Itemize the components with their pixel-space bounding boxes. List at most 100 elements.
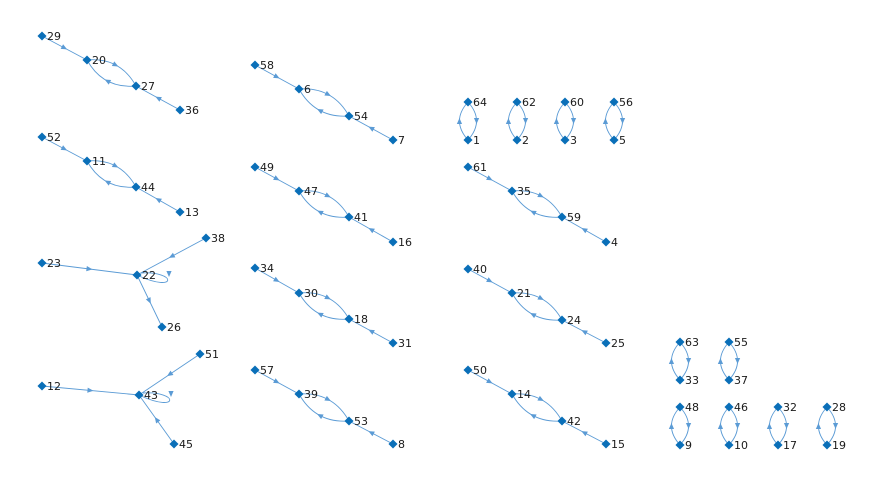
- edge-43-to-43: [140, 391, 174, 403]
- arrowhead-15-42: [581, 431, 588, 437]
- node-label-32: 32: [783, 401, 797, 414]
- arrowhead-24-21: [530, 312, 537, 319]
- node-marker-12: [37, 381, 47, 391]
- edge-5-to-56: [602, 101, 615, 141]
- node-label-24: 24: [567, 314, 581, 327]
- node-label-42: 42: [567, 415, 581, 428]
- arrowhead-29-20: [60, 44, 68, 50]
- node-23: 23: [37, 257, 61, 270]
- node-marker-30: [294, 288, 304, 298]
- node-42: 42: [557, 415, 581, 428]
- node-marker-15: [601, 439, 611, 449]
- node-marker-29: [37, 31, 47, 41]
- node-19: 19: [822, 439, 846, 452]
- arrowhead-14-42: [537, 395, 544, 402]
- node-18: 18: [344, 313, 368, 326]
- node-20: 20: [82, 54, 106, 67]
- arrowhead-39-53: [324, 395, 331, 402]
- edge-6-to-54: [298, 88, 350, 117]
- arrowhead-19-28: [815, 423, 822, 429]
- node-57: 57: [250, 364, 274, 377]
- node-label-49: 49: [260, 161, 274, 174]
- node-label-53: 53: [354, 415, 368, 428]
- arrowhead-17-32: [766, 423, 773, 429]
- node-label-47: 47: [304, 185, 318, 198]
- edge-17-to-32: [766, 406, 779, 446]
- arrowhead-31-18: [368, 329, 375, 335]
- node-label-33: 33: [685, 374, 699, 387]
- node-label-55: 55: [734, 336, 748, 349]
- node-marker-4: [601, 237, 611, 247]
- node-label-23: 23: [47, 257, 61, 270]
- node-label-12: 12: [47, 380, 61, 393]
- node-34: 34: [250, 262, 274, 275]
- arrowhead-51-43: [167, 370, 174, 377]
- node-label-17: 17: [783, 439, 797, 452]
- edge-39-to-53: [298, 393, 350, 422]
- arrowhead-63-33: [685, 358, 692, 364]
- arrowhead-41-47: [317, 210, 324, 216]
- node-label-59: 59: [567, 211, 581, 224]
- node-label-26: 26: [167, 321, 181, 334]
- node-marker-50: [463, 365, 473, 375]
- node-marker-64: [463, 97, 473, 107]
- edge-3-to-60: [553, 101, 566, 141]
- node-marker-44: [131, 182, 141, 192]
- node-58: 58: [250, 59, 274, 72]
- node-label-61: 61: [473, 161, 487, 174]
- node-15: 15: [601, 438, 625, 451]
- arrowhead-11-44: [111, 162, 119, 168]
- edge-9-to-48: [668, 406, 681, 446]
- node-39: 39: [294, 388, 318, 401]
- node-17: 17: [773, 439, 797, 452]
- node-46: 46: [724, 401, 748, 414]
- arrowhead-3-60: [553, 118, 560, 124]
- node-marker-16: [388, 237, 398, 247]
- node-55: 55: [724, 336, 748, 349]
- node-label-29: 29: [47, 30, 61, 43]
- node-marker-42: [557, 416, 567, 426]
- arrowhead-58-6: [273, 73, 280, 79]
- node-marker-24: [557, 315, 567, 325]
- arrowhead-40-21: [486, 277, 493, 283]
- node-50: 50: [463, 364, 487, 377]
- edge-8-to-53: [348, 420, 394, 445]
- node-label-14: 14: [517, 388, 531, 401]
- node-label-10: 10: [734, 439, 748, 452]
- edge-41-to-47: [298, 190, 350, 218]
- edge-37-to-55: [717, 341, 730, 381]
- arrowhead-56-5: [619, 118, 626, 124]
- node-label-64: 64: [473, 96, 487, 109]
- node-label-56: 56: [619, 96, 633, 109]
- node-marker-6: [294, 84, 304, 94]
- node-marker-58: [250, 60, 260, 70]
- arrowhead-48-9: [685, 423, 692, 429]
- arrowhead-45-43: [154, 417, 161, 424]
- node-label-1: 1: [473, 134, 480, 147]
- edge-36-to-27: [135, 85, 181, 111]
- node-label-41: 41: [354, 211, 368, 224]
- node-22: 22: [132, 269, 156, 282]
- edge-56-to-5: [613, 101, 626, 141]
- node-16: 16: [388, 236, 412, 249]
- edge-21-to-24: [511, 292, 563, 321]
- node-21: 21: [507, 287, 531, 300]
- edge-52-to-11: [41, 136, 88, 162]
- node-marker-11: [82, 156, 92, 166]
- node-label-62: 62: [522, 96, 536, 109]
- node-label-11: 11: [92, 155, 106, 168]
- node-31: 31: [388, 337, 412, 350]
- node-32: 32: [773, 401, 797, 414]
- node-30: 30: [294, 287, 318, 300]
- node-56: 56: [609, 96, 633, 109]
- node-37: 37: [724, 374, 748, 387]
- node-47: 47: [294, 185, 318, 198]
- node-41: 41: [344, 211, 368, 224]
- arrowhead-43-self: [168, 391, 174, 397]
- arrowhead-21-24: [537, 294, 544, 301]
- node-7: 7: [388, 134, 405, 147]
- node-marker-38: [201, 233, 211, 243]
- node-54: 54: [344, 110, 368, 123]
- edge-63-to-33: [679, 341, 692, 381]
- arrowhead-20-27: [111, 61, 119, 67]
